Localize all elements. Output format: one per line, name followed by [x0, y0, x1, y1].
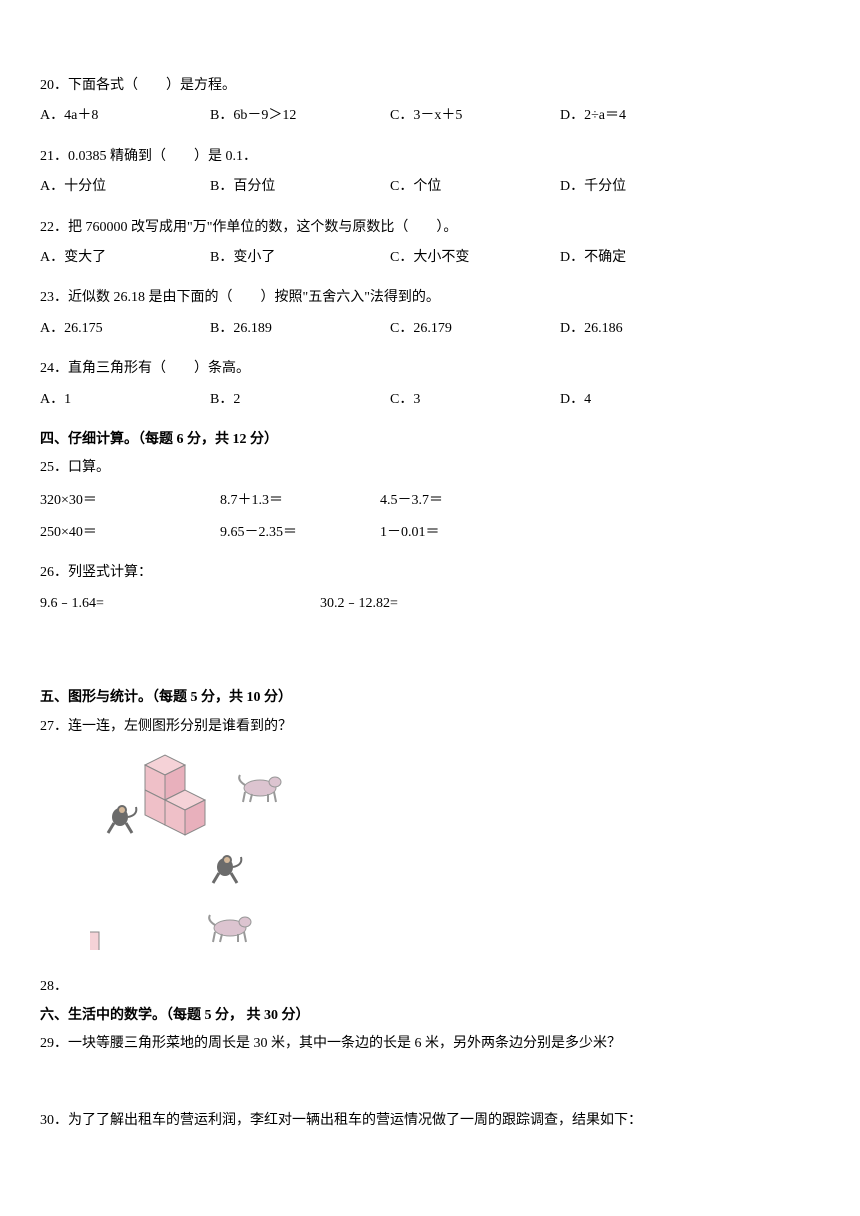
options-row: A．十分位 B．百分位 C．个位 D．千分位 [40, 176, 820, 198]
calc-row-2: 250×40＝ 9.65－2.35＝ 1－0.01＝ [40, 522, 820, 544]
question-text: 22．把 760000 改写成用"万"作单位的数，这个数与原数比（ ）。 [40, 217, 820, 239]
spacer [40, 1074, 820, 1110]
spacer [40, 633, 820, 683]
option-a: A．变大了 [40, 247, 210, 269]
option-d: D．千分位 [560, 176, 700, 198]
option-d: D．26.186 [560, 318, 700, 340]
calc-item: 1－0.01＝ [380, 522, 520, 544]
options-row: A．变大了 B．变小了 C．大小不变 D．不确定 [40, 247, 820, 269]
question-24: 24．直角三角形有（ ）条高。 A．1 B．2 C．3 D．4 [40, 358, 820, 411]
option-c: C．26.179 [390, 318, 560, 340]
calc-item: 9.65－2.35＝ [220, 522, 380, 544]
calc-row-1: 320×30＝ 8.7＋1.3＝ 4.5－3.7＝ [40, 490, 820, 512]
option-a: A．4a＋8 [40, 105, 210, 127]
question-text: 21．0.0385 精确到（ ）是 0.1． [40, 146, 820, 168]
question-26: 26．列竖式计算： 9.6﹣1.64= 30.2﹣12.82= [40, 562, 820, 615]
calc-item: 8.7＋1.3＝ [220, 490, 380, 512]
option-c: C．3－x＋5 [390, 105, 560, 127]
question-text: 20．下面各式（ ）是方程。 [40, 75, 820, 97]
question-30: 30．为了了解出租车的营运利润，李红对一辆出租车的营运情况做了一周的跟踪调查，结… [40, 1110, 820, 1132]
question-21: 21．0.0385 精确到（ ）是 0.1． A．十分位 B．百分位 C．个位 … [40, 146, 820, 199]
question-text: 30．为了了解出租车的营运利润，李红对一辆出租车的营运情况做了一周的跟踪调查，结… [40, 1110, 820, 1132]
option-c: C．3 [390, 389, 560, 411]
options-row: A．4a＋8 B．6b－9＞12 C．3－x＋5 D．2÷a＝4 [40, 105, 820, 127]
question-29: 29．一块等腰三角形菜地的周长是 30 米，其中一条边的长是 6 米，另外两条边… [40, 1033, 820, 1055]
option-b: B．6b－9＞12 [210, 105, 390, 127]
question-23: 23．近似数 26.18 是由下面的（ ）按照"五舍六入"法得到的。 A．26.… [40, 287, 820, 340]
option-d: D．2÷a＝4 [560, 105, 700, 127]
calc-item: 250×40＝ [40, 522, 220, 544]
option-a: A．十分位 [40, 176, 210, 198]
section-6-title: 六、生活中的数学。（每题 5 分， 共 30 分） [40, 1005, 820, 1027]
option-a: A．26.175 [40, 318, 210, 340]
option-c: C．个位 [390, 176, 560, 198]
cubes-animals-figure [90, 750, 350, 950]
question-text: 29．一块等腰三角形菜地的周长是 30 米，其中一条边的长是 6 米，另外两条边… [40, 1033, 820, 1055]
question-20: 20．下面各式（ ）是方程。 A．4a＋8 B．6b－9＞12 C．3－x＋5 … [40, 75, 820, 128]
question-text: 27．连一连，左侧图形分别是谁看到的？ [40, 716, 820, 738]
calc-item: 30.2﹣12.82= [320, 593, 520, 615]
question-text: 23．近似数 26.18 是由下面的（ ）按照"五舍六入"法得到的。 [40, 287, 820, 309]
question-text: 26．列竖式计算： [40, 562, 820, 584]
option-d: D．4 [560, 389, 700, 411]
question-25: 25．口算。 320×30＝ 8.7＋1.3＝ 4.5－3.7＝ 250×40＝… [40, 457, 820, 544]
calc-row: 9.6﹣1.64= 30.2﹣12.82= [40, 593, 820, 615]
question-text: 25．口算。 [40, 457, 820, 479]
question-22: 22．把 760000 改写成用"万"作单位的数，这个数与原数比（ ）。 A．变… [40, 217, 820, 270]
question-text: 24．直角三角形有（ ）条高。 [40, 358, 820, 380]
question-28: 28． [40, 976, 820, 998]
option-b: B．26.189 [210, 318, 390, 340]
options-row: A．1 B．2 C．3 D．4 [40, 389, 820, 411]
calc-item: 4.5－3.7＝ [380, 490, 520, 512]
calc-item: 9.6﹣1.64= [40, 593, 320, 615]
figure-27 [40, 750, 820, 958]
option-b: B．变小了 [210, 247, 390, 269]
option-b: B．百分位 [210, 176, 390, 198]
question-27: 27．连一连，左侧图形分别是谁看到的？ [40, 716, 820, 959]
option-a: A．1 [40, 389, 210, 411]
section-4-title: 四、仔细计算。（每题 6 分，共 12 分） [40, 429, 820, 451]
option-d: D．不确定 [560, 247, 700, 269]
section-5-title: 五、图形与统计。（每题 5 分，共 10 分） [40, 687, 820, 709]
option-b: B．2 [210, 389, 390, 411]
option-c: C．大小不变 [390, 247, 560, 269]
options-row: A．26.175 B．26.189 C．26.179 D．26.186 [40, 318, 820, 340]
calc-item: 320×30＝ [40, 490, 220, 512]
